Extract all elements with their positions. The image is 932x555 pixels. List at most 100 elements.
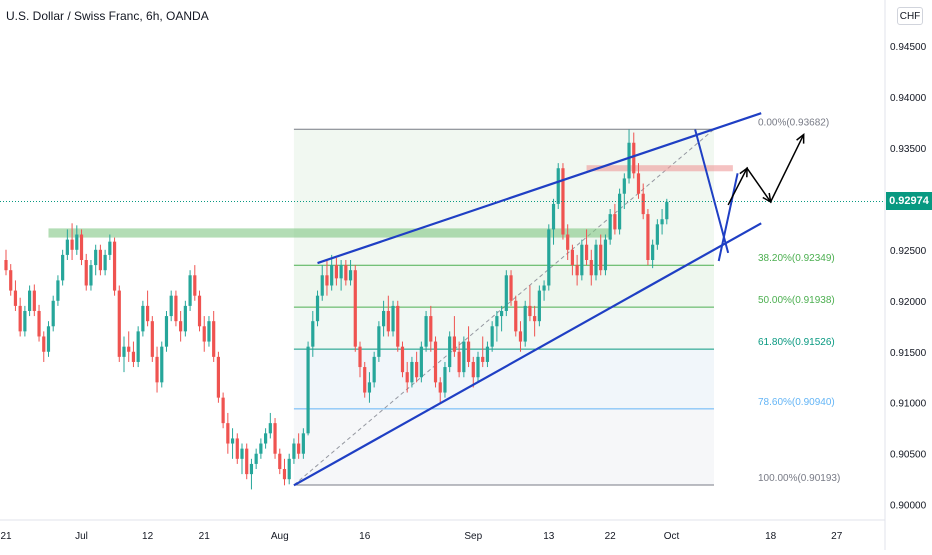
current-price-badge: 0.92974 (886, 192, 932, 211)
candle-body (429, 316, 433, 342)
fib-band (293, 349, 714, 409)
projection-arrow-head (796, 133, 805, 144)
fib-level-label: 50.00%(0.91938) (758, 295, 835, 306)
candle-body (306, 346, 310, 434)
candle-body (462, 341, 466, 373)
candle-body (537, 290, 541, 322)
candle-body (150, 321, 154, 357)
candle-body (415, 361, 419, 378)
candle-body (273, 423, 277, 454)
projection-path (727, 134, 805, 206)
candle-body (547, 229, 551, 286)
candle-body (608, 214, 612, 240)
fib-band (293, 265, 714, 308)
candle-body (94, 249, 98, 266)
candle-body (254, 453, 258, 464)
candle-body (443, 367, 447, 393)
candle-body (160, 346, 164, 383)
chart-title: U.S. Dollar / Swiss Franc, 6h, OANDA (6, 9, 209, 23)
candle-body (490, 326, 494, 347)
candle-body (575, 265, 579, 276)
candle-body (584, 244, 589, 260)
time-tick-label: 21 (199, 531, 211, 542)
candle-body (452, 336, 456, 352)
time-tick-label: 22 (605, 531, 617, 542)
candle-body (155, 356, 159, 383)
candle-body (193, 275, 197, 296)
candle-body (566, 234, 570, 250)
candle-body (424, 316, 428, 347)
candle-body (353, 270, 357, 347)
candle-body (98, 249, 102, 271)
price-tick-label: 0.92000 (890, 297, 927, 308)
fib-level-label: 38.20%(0.92349) (758, 253, 835, 264)
candle-body (315, 295, 320, 322)
candle-body (259, 443, 263, 454)
candle-body (386, 310, 390, 332)
candle-body (292, 443, 296, 459)
candle-body (301, 433, 305, 454)
candle-body (46, 326, 51, 352)
candle-body (221, 397, 225, 424)
candle-body (504, 275, 508, 311)
candle-body (51, 300, 55, 327)
candle-body (61, 254, 65, 281)
time-tick-label: 18 (765, 531, 777, 542)
candle-body (523, 305, 527, 342)
candle-body (556, 168, 560, 204)
candle-body (561, 168, 565, 235)
candle-body (622, 178, 626, 194)
candle-body (117, 290, 121, 357)
price-tick-label: 0.91500 (890, 348, 927, 359)
projection-arrow-head (739, 166, 748, 178)
candle-body (660, 219, 664, 225)
candle-body (65, 239, 69, 255)
candle-body (514, 300, 518, 332)
fib-level-label: 0.00%(0.93682) (758, 117, 829, 128)
candle-body (325, 275, 329, 286)
candle-body (466, 341, 471, 362)
candle-body (127, 346, 131, 352)
candle-body (580, 244, 584, 276)
candle-body (485, 346, 490, 362)
candle-body (23, 310, 27, 332)
candle-body (320, 275, 324, 296)
candle-body (509, 275, 513, 301)
candle-body (183, 305, 187, 332)
candle-body (410, 361, 414, 383)
price-tick-label: 0.94000 (890, 93, 927, 104)
candle-body (400, 346, 405, 373)
candle-body (297, 443, 301, 454)
candle-body (613, 214, 617, 230)
fib-band (293, 307, 714, 350)
price-tick-label: 0.94500 (890, 42, 927, 53)
candle-body (230, 438, 235, 444)
candle-body (216, 356, 220, 398)
candle-body (18, 305, 22, 332)
candle-body (282, 469, 287, 480)
candle-body (665, 201, 669, 220)
candle-body (42, 336, 46, 352)
candle-body (226, 423, 230, 444)
drawings (0, 112, 885, 487)
candle-body (618, 193, 622, 230)
candle-body (599, 244, 603, 271)
fib-level-label: 100.00%(0.90193) (758, 473, 840, 484)
candle-body (9, 270, 13, 291)
candle-body (632, 142, 636, 174)
candle-body (249, 463, 254, 475)
candle-body (264, 433, 268, 444)
candle-body (334, 265, 338, 279)
candle-body (188, 275, 192, 306)
candle-body (122, 346, 126, 357)
resistance-zone (586, 165, 733, 172)
candle-body (372, 356, 376, 383)
currency-tag[interactable]: CHF (897, 7, 923, 25)
candle-body (146, 305, 150, 322)
candle-body (56, 280, 60, 301)
candle-body (4, 260, 8, 271)
candle-body (627, 142, 631, 179)
candle-body (202, 326, 206, 342)
